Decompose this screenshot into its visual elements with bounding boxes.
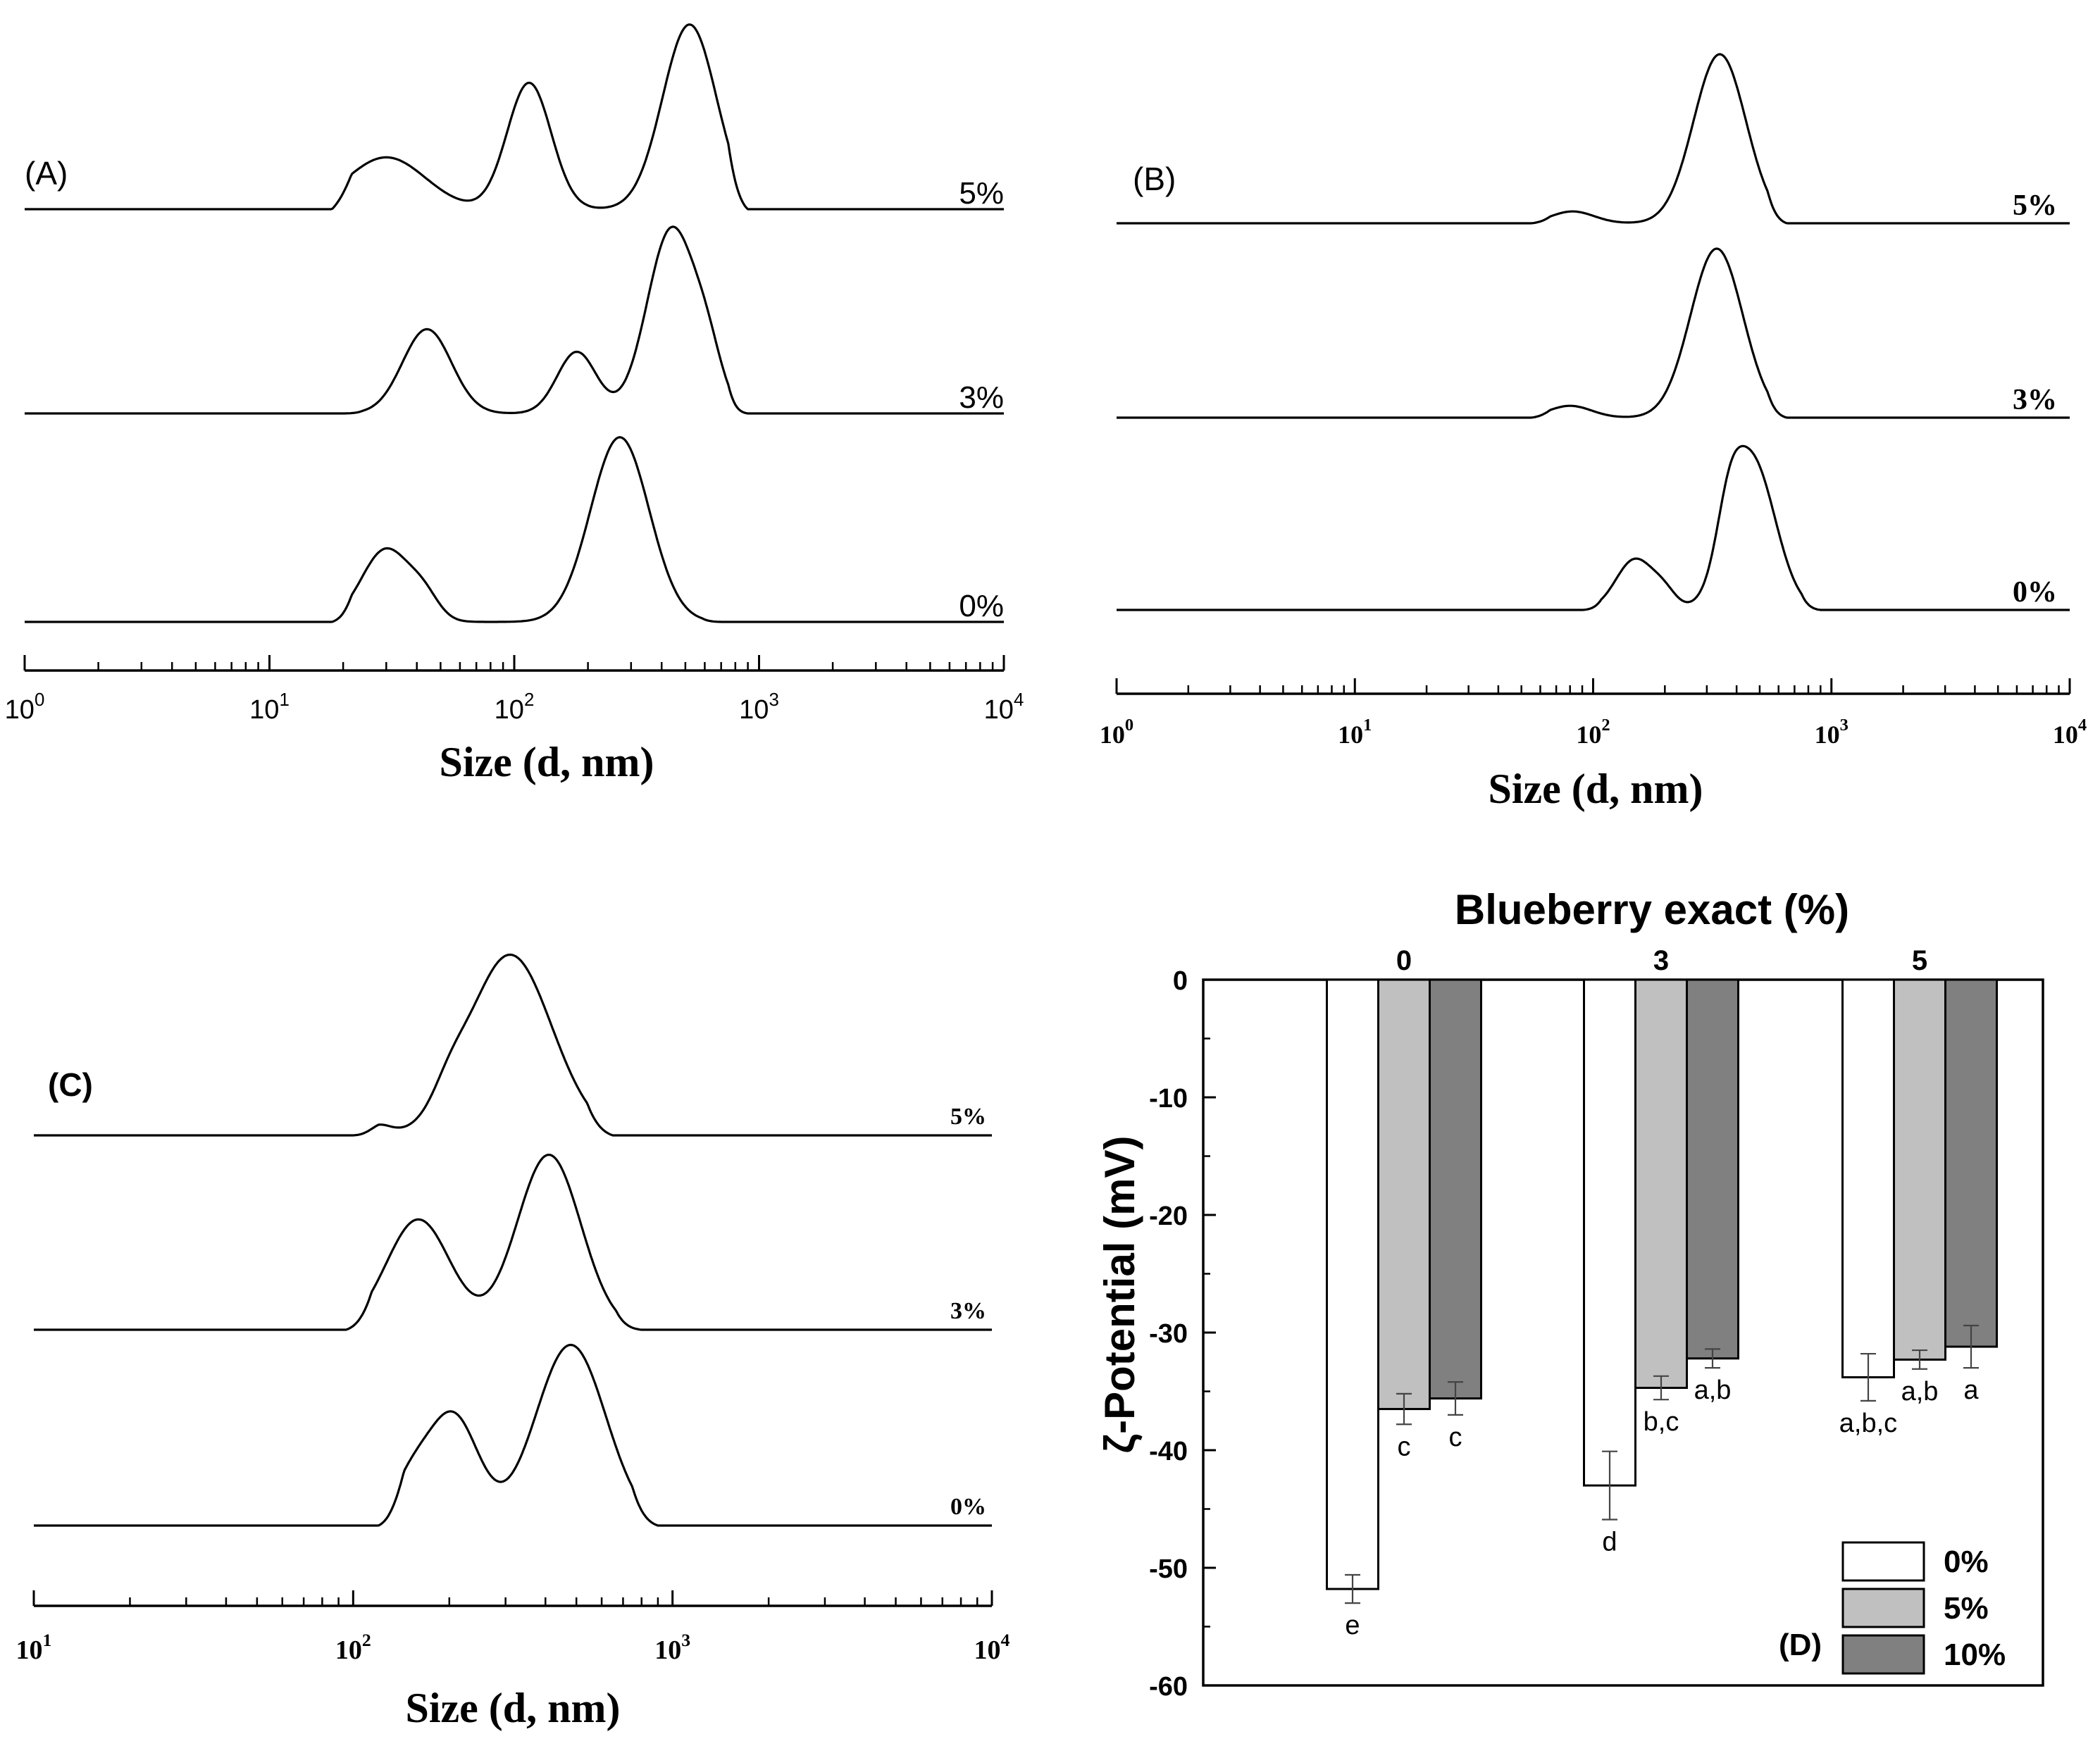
x-tick-label: 103 bbox=[1815, 716, 1849, 749]
x-tick-label: 104 bbox=[984, 690, 1024, 725]
legend-swatch-0pct bbox=[1841, 1541, 1925, 1582]
significance-letter: d bbox=[1602, 1528, 1617, 1557]
x-tick-label: 101 bbox=[16, 1630, 52, 1665]
series-label-b-3pct: 3% bbox=[2013, 384, 2057, 416]
curve-a-3pct bbox=[25, 225, 1004, 415]
series-label-b-5pct: 5% bbox=[2013, 189, 2057, 222]
curve-a-5pct bbox=[25, 23, 1004, 211]
panel-a-label: (A) bbox=[25, 155, 68, 192]
significance-letter: a bbox=[1963, 1376, 1979, 1405]
category-label: 0 bbox=[1396, 945, 1412, 976]
panel-b-label: (B) bbox=[1133, 161, 1176, 197]
series-label-c-5pct: 5% bbox=[950, 1104, 986, 1130]
bar-10pct-cat-3 bbox=[1686, 978, 1739, 1360]
x-tick-label: 100 bbox=[1100, 716, 1133, 749]
significance-letter: b,c bbox=[1644, 1407, 1679, 1437]
x-tick-label: 102 bbox=[495, 690, 535, 725]
panel-d-title: Blueberry exact (%) bbox=[1455, 886, 1849, 933]
legend-swatch-5pct bbox=[1841, 1588, 1925, 1628]
y-tick-label: -40 bbox=[1149, 1437, 1188, 1466]
panel-d: Blueberry exact (%) ζ-Potential (mV) 0 -1… bbox=[1096, 886, 2044, 1702]
curve-c-0pct bbox=[34, 1343, 992, 1527]
panel-c-label: (C) bbox=[48, 1066, 93, 1103]
bar-0pct-cat-5 bbox=[1841, 978, 1895, 1378]
series-label-a-0pct: 0% bbox=[959, 589, 1004, 623]
series-label-a-3pct: 3% bbox=[959, 380, 1004, 415]
category-label: 5 bbox=[1912, 945, 1927, 976]
legend-label: 10% bbox=[1944, 1638, 2006, 1672]
curve-a-0pct bbox=[25, 436, 1004, 623]
series-label-c-0pct: 0% bbox=[950, 1494, 986, 1520]
x-tick-label: 102 bbox=[1576, 716, 1610, 749]
x-tick-label: 103 bbox=[739, 690, 779, 725]
bar-5pct-cat-5 bbox=[1893, 978, 1946, 1361]
category-label: 3 bbox=[1653, 945, 1669, 976]
significance-letter: e bbox=[1345, 1611, 1360, 1640]
legend-label: 5% bbox=[1944, 1591, 1989, 1626]
significance-letter: a,b bbox=[1901, 1377, 1939, 1407]
y-tick-label: -20 bbox=[1149, 1202, 1188, 1231]
significance-letter: a,b bbox=[1694, 1376, 1732, 1405]
bar-0pct-cat-3 bbox=[1583, 978, 1636, 1487]
curve-c-3pct bbox=[34, 1154, 992, 1331]
legend-label: 0% bbox=[1944, 1545, 1989, 1579]
series-label-a-5pct: 5% bbox=[959, 176, 1004, 211]
legend-swatch-10pct bbox=[1841, 1634, 1925, 1675]
significance-letter: c bbox=[1398, 1432, 1411, 1461]
panel-c: (C) 5% 3% 0% 101 102 103 104 Size (d, nm) bbox=[16, 953, 1010, 1731]
panel-b: (B) 5% 3% 0% 100 101 102 103 104 Size (d, nm) bbox=[1100, 53, 2087, 812]
significance-letter: a,b,c bbox=[1839, 1409, 1897, 1438]
y-tick-label: -10 bbox=[1149, 1084, 1188, 1114]
panel-a: (A) 5% 3% 0% 100 101 102 103 104 Size (d, nm) bbox=[5, 23, 1024, 785]
bar-5pct-cat-3 bbox=[1634, 978, 1688, 1389]
bar-10pct-cat-5 bbox=[1944, 978, 1998, 1348]
panel-d-ylabel: ζ-Potential (mV) bbox=[1096, 1136, 1143, 1454]
curve-b-3pct bbox=[1117, 247, 2070, 419]
panel-d-label: (D) bbox=[1779, 1628, 1822, 1662]
x-tick-label: 102 bbox=[335, 1630, 371, 1665]
bar-0pct-cat-0 bbox=[1326, 978, 1379, 1590]
series-label-b-0pct: 0% bbox=[2013, 576, 2057, 609]
x-tick-label: 101 bbox=[1338, 716, 1372, 749]
y-tick-label: -60 bbox=[1149, 1672, 1188, 1702]
y-tick-label: -30 bbox=[1149, 1319, 1188, 1349]
x-tick-label: 101 bbox=[249, 690, 290, 725]
curve-b-5pct bbox=[1117, 53, 2070, 225]
curve-c-5pct bbox=[34, 953, 992, 1137]
curve-b-0pct bbox=[1117, 444, 2070, 611]
series-label-c-3pct: 3% bbox=[950, 1298, 986, 1324]
x-tick-label: 103 bbox=[654, 1630, 690, 1665]
bar-5pct-cat-0 bbox=[1377, 978, 1431, 1411]
panel-b-xlabel: Size (d, nm) bbox=[1489, 766, 1703, 812]
y-tick-label: -50 bbox=[1149, 1554, 1188, 1584]
bar-10pct-cat-0 bbox=[1429, 978, 1482, 1400]
x-tick-label: 100 bbox=[5, 690, 45, 725]
panel-c-xlabel: Size (d, nm) bbox=[406, 1685, 621, 1731]
x-tick-label: 104 bbox=[2053, 716, 2087, 749]
x-tick-label: 104 bbox=[974, 1630, 1010, 1665]
panel-a-xlabel: Size (d, nm) bbox=[440, 739, 654, 785]
y-tick-label: 0 bbox=[1173, 966, 1188, 996]
significance-letter: c bbox=[1449, 1423, 1462, 1452]
